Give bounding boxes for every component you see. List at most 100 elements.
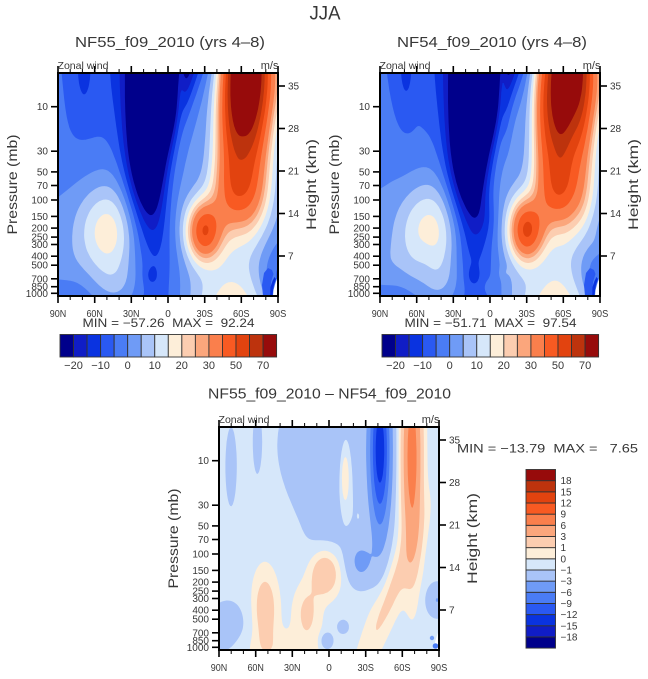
svg-text:30: 30 [359,147,371,158]
svg-text:100: 100 [192,550,209,561]
svg-text:300: 300 [192,594,209,605]
svg-text:30N: 30N [284,663,301,674]
svg-text:100: 100 [353,196,370,207]
svg-text:−10: −10 [91,360,110,372]
svg-text:−12: −12 [561,610,578,621]
svg-text:−18: −18 [561,632,578,643]
svg-text:850: 850 [31,282,48,293]
svg-text:90S: 90S [592,309,609,320]
svg-text:200: 200 [192,578,209,589]
svg-text:0: 0 [447,360,453,372]
svg-text:Height (km): Height (km) [465,493,480,584]
svg-text:10: 10 [359,102,371,113]
svg-text:90N: 90N [372,309,389,320]
svg-text:70: 70 [359,181,371,192]
svg-text:NF55_f09_2010 (yrs 4–8): NF55_f09_2010 (yrs 4–8) [75,35,265,51]
svg-text:700: 700 [353,274,370,285]
svg-text:14: 14 [449,563,461,574]
svg-text:150: 150 [31,212,48,223]
svg-text:10: 10 [198,456,210,467]
svg-text:60N: 60N [408,309,425,320]
svg-text:NF54_f09_2010 (yrs 4–8): NF54_f09_2010 (yrs 4–8) [397,35,587,51]
svg-text:90N: 90N [211,663,228,674]
svg-text:7: 7 [288,252,294,263]
svg-text:m/s: m/s [422,414,440,426]
svg-text:50: 50 [198,521,210,532]
svg-text:0: 0 [561,554,567,565]
svg-text:1000: 1000 [26,289,49,300]
svg-text:150: 150 [353,212,370,223]
svg-text:12: 12 [561,499,573,510]
svg-text:−1: −1 [561,566,573,577]
svg-text:35: 35 [449,436,461,447]
svg-text:500: 500 [31,261,48,272]
svg-text:9: 9 [561,510,567,521]
svg-text:Height (km): Height (km) [626,139,641,230]
svg-text:21: 21 [610,167,622,178]
svg-text:30S: 30S [518,309,535,320]
svg-text:500: 500 [192,615,209,626]
svg-text:m/s: m/s [583,60,601,72]
svg-text:15: 15 [561,487,573,498]
svg-text:30N: 30N [123,309,140,320]
svg-text:0: 0 [125,360,131,372]
svg-text:850: 850 [192,636,209,647]
svg-text:90S: 90S [431,663,448,674]
svg-text:400: 400 [31,252,48,263]
svg-text:30: 30 [198,501,210,512]
svg-text:Zonal wind: Zonal wind [380,60,431,72]
svg-text:60S: 60S [555,309,572,320]
svg-text:7: 7 [610,252,616,263]
svg-text:−9: −9 [561,599,573,610]
svg-text:3: 3 [561,532,567,543]
svg-text:700: 700 [31,274,48,285]
svg-text:60S: 60S [233,309,250,320]
svg-text:NF55_f09_2010 – NF54_f09_2010: NF55_f09_2010 – NF54_f09_2010 [208,387,451,403]
svg-text:28: 28 [610,124,622,135]
svg-text:Height (km): Height (km) [304,139,319,230]
svg-text:21: 21 [288,167,300,178]
svg-text:0: 0 [326,663,332,674]
svg-text:50: 50 [359,167,371,178]
svg-text:300: 300 [353,240,370,251]
svg-text:400: 400 [192,606,209,617]
svg-text:500: 500 [353,261,370,272]
svg-text:10: 10 [149,360,161,372]
svg-text:20: 20 [498,360,510,372]
svg-text:70: 70 [198,535,210,546]
svg-text:70: 70 [37,181,49,192]
svg-text:30: 30 [203,360,215,372]
svg-text:10: 10 [471,360,483,372]
svg-text:35: 35 [288,82,300,93]
svg-text:21: 21 [449,521,461,532]
svg-text:MIN = −13.79 MAX = 7.65: MIN = −13.79 MAX = 7.65 [457,442,638,456]
svg-text:400: 400 [353,252,370,263]
svg-text:60S: 60S [394,663,411,674]
svg-text:14: 14 [288,209,300,220]
svg-text:60N: 60N [247,663,264,674]
svg-text:−20: −20 [386,360,405,372]
svg-text:1000: 1000 [187,643,210,654]
svg-text:90S: 90S [270,309,287,320]
svg-text:Zonal wind: Zonal wind [219,414,270,426]
svg-text:70: 70 [257,360,269,372]
svg-text:14: 14 [610,209,622,220]
svg-text:Pressure (mb): Pressure (mb) [327,135,342,235]
svg-text:m/s: m/s [261,60,279,72]
svg-text:30N: 30N [445,309,462,320]
svg-text:−10: −10 [413,360,432,372]
svg-text:200: 200 [31,224,48,235]
svg-text:30S: 30S [357,663,374,674]
svg-text:70: 70 [579,360,591,372]
svg-text:20: 20 [176,360,188,372]
svg-text:Pressure (mb): Pressure (mb) [166,489,181,589]
svg-text:30S: 30S [196,309,213,320]
svg-text:MIN = −51.71 MAX = 97.54: MIN = −51.71 MAX = 97.54 [405,316,577,330]
svg-text:150: 150 [192,566,209,577]
svg-text:6: 6 [561,521,567,532]
svg-text:JJA: JJA [310,4,341,25]
svg-text:7: 7 [449,606,455,617]
svg-text:1: 1 [561,543,567,554]
svg-text:0: 0 [165,309,171,320]
svg-text:35: 35 [610,82,622,93]
